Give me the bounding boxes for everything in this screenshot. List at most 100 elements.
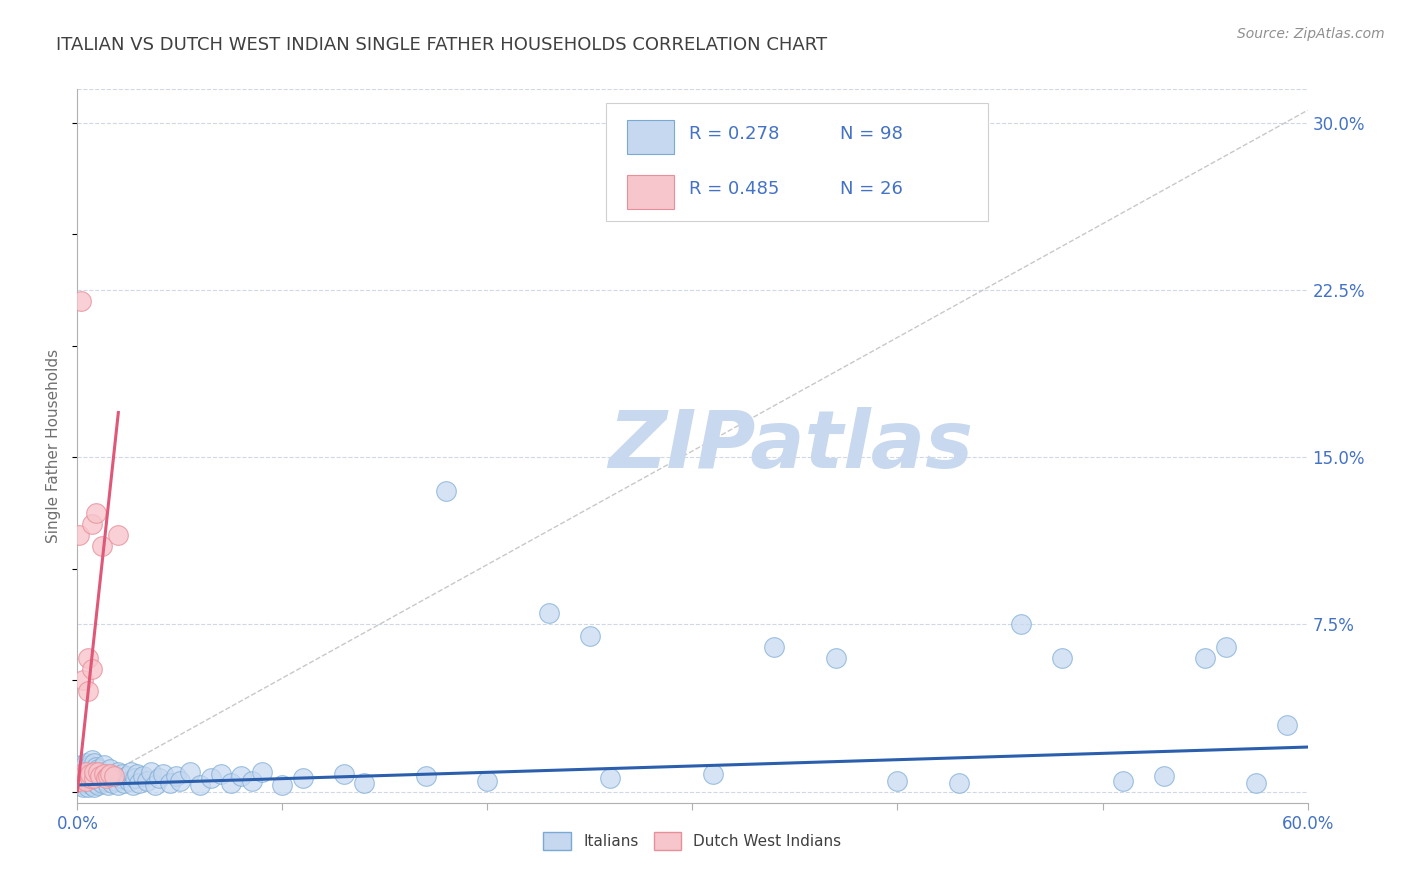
Point [76,760,98,774]
Point [152,767,174,781]
Point [89,767,111,781]
Point [80,771,103,786]
Point [107,528,129,542]
Point [80,762,103,776]
Point [271,778,294,792]
Point [111,767,134,781]
Point [75,776,97,790]
Point [825,651,848,665]
Point [115,769,138,783]
Point [165,769,187,783]
Text: N = 98: N = 98 [841,125,903,143]
Point [72,673,94,687]
Point [83,756,105,770]
Point [763,640,786,654]
Point [70,758,93,772]
Point [87,778,110,792]
Point [101,776,124,790]
Point [209,767,232,781]
Point [87,762,110,776]
Point [948,776,970,790]
FancyBboxPatch shape [627,120,673,154]
Point [67,762,90,776]
Point [103,769,125,783]
Point [75,764,97,779]
Point [90,539,114,553]
Point [886,773,908,788]
Point [76,684,98,698]
Point [84,769,107,783]
Point [98,762,121,776]
Point [333,767,356,781]
Point [79,767,101,781]
Point [231,769,253,783]
Point [72,771,94,786]
Text: ZIPatlas: ZIPatlas [609,407,973,485]
Point [89,769,111,783]
Point [200,771,222,786]
Point [97,767,120,781]
Text: N = 26: N = 26 [841,180,903,198]
Point [72,771,94,786]
Point [84,506,107,520]
Point [70,767,93,781]
Point [125,767,148,781]
Text: ITALIAN VS DUTCH WEST INDIAN SINGLE FATHER HOUSEHOLDS CORRELATION CHART: ITALIAN VS DUTCH WEST INDIAN SINGLE FATH… [56,36,827,54]
Point [143,778,166,792]
Point [702,767,724,781]
Point [436,483,458,498]
Point [80,517,103,532]
Point [188,778,212,792]
Point [79,771,101,786]
Point [1246,776,1268,790]
Point [1010,617,1032,632]
Text: R = 0.485: R = 0.485 [689,180,779,198]
Point [1112,773,1135,788]
Point [120,764,142,779]
FancyBboxPatch shape [606,103,988,221]
Point [107,764,129,779]
Point [179,764,201,779]
Point [87,764,110,779]
Point [117,773,139,788]
Point [93,767,115,781]
Point [477,773,499,788]
Point [1050,651,1073,665]
Legend: Italians, Dutch West Indians: Italians, Dutch West Indians [537,826,848,855]
Point [79,758,101,772]
Point [90,764,114,779]
Point [70,778,93,792]
Point [103,769,125,783]
Point [80,662,103,676]
Point [87,771,110,786]
Point [98,767,121,781]
Point [79,767,101,781]
Point [97,769,120,783]
Point [98,771,121,786]
Point [599,771,621,786]
Point [79,776,101,790]
Point [72,780,94,795]
Point [93,769,115,783]
Point [1153,769,1175,783]
Point [114,776,136,790]
Point [219,776,242,790]
Point [75,769,97,783]
Point [132,769,155,783]
Point [83,764,105,779]
Text: Source: ZipAtlas.com: Source: ZipAtlas.com [1237,27,1385,41]
Point [83,780,105,795]
Point [75,756,97,770]
Point [141,764,163,779]
Point [76,780,98,795]
Point [67,773,90,788]
Point [70,767,93,781]
Point [240,773,263,788]
Point [75,773,97,788]
Point [83,764,105,779]
Text: R = 0.278: R = 0.278 [689,125,779,143]
Point [83,771,105,786]
Point [128,776,150,790]
Point [1215,640,1237,654]
Point [76,773,98,788]
